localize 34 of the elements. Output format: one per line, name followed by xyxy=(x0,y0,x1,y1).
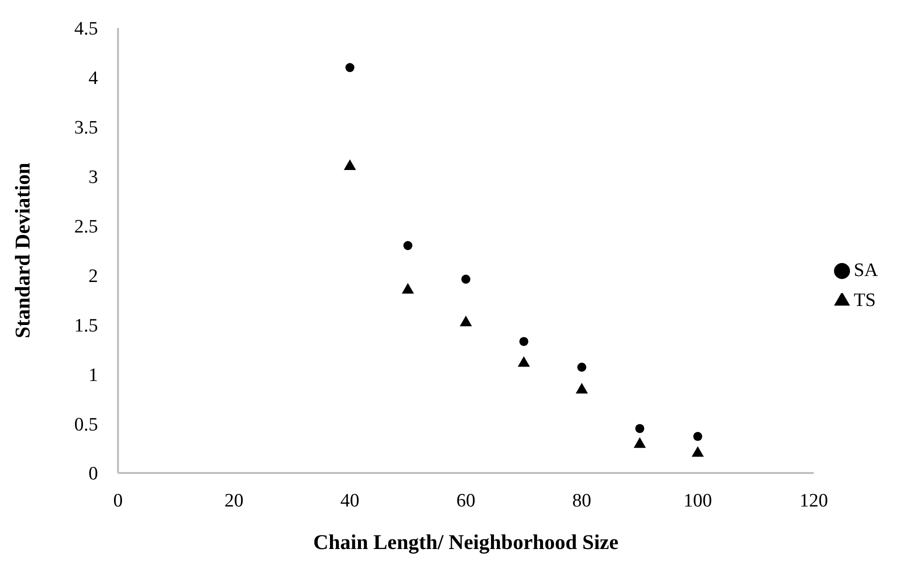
x-tick-label: 80 xyxy=(572,490,592,512)
point xyxy=(634,437,646,448)
point xyxy=(692,446,704,457)
point xyxy=(402,283,414,294)
y-tick-label: 2 xyxy=(88,266,98,287)
x-tick-label: 20 xyxy=(224,490,244,512)
y-tick-label: 3 xyxy=(88,167,98,188)
y-tick-label: 4.5 xyxy=(74,18,98,40)
x-tick-label: 40 xyxy=(340,490,360,512)
y-axis-title: Standard Deviation xyxy=(10,162,34,338)
point xyxy=(345,63,354,72)
legend-label: SA xyxy=(854,260,878,280)
point xyxy=(693,432,702,441)
point xyxy=(635,424,644,434)
y-tick-label: 0 xyxy=(88,464,98,485)
legend-label: TS xyxy=(854,290,876,310)
point xyxy=(576,382,588,394)
y-tick-label: 1 xyxy=(88,364,98,386)
point xyxy=(403,241,412,250)
x-tick-label: 60 xyxy=(456,490,476,512)
y-tick-label: 4 xyxy=(88,68,98,90)
x-tick-label: 120 xyxy=(799,490,828,512)
point xyxy=(577,362,586,372)
x-axis-title: Chain Length/ Neighborhood Size xyxy=(313,530,618,554)
x-tick-label: 100 xyxy=(684,490,712,512)
point xyxy=(518,356,530,367)
y-tick-label: 2.5 xyxy=(74,216,98,238)
x-tick-label: 0 xyxy=(113,490,123,512)
y-tick-label: 0.5 xyxy=(74,414,98,436)
point xyxy=(461,274,470,284)
point xyxy=(460,316,472,326)
y-tick-label: 1.5 xyxy=(74,315,98,336)
point xyxy=(519,336,528,346)
y-tick-label: 3.5 xyxy=(74,118,98,139)
